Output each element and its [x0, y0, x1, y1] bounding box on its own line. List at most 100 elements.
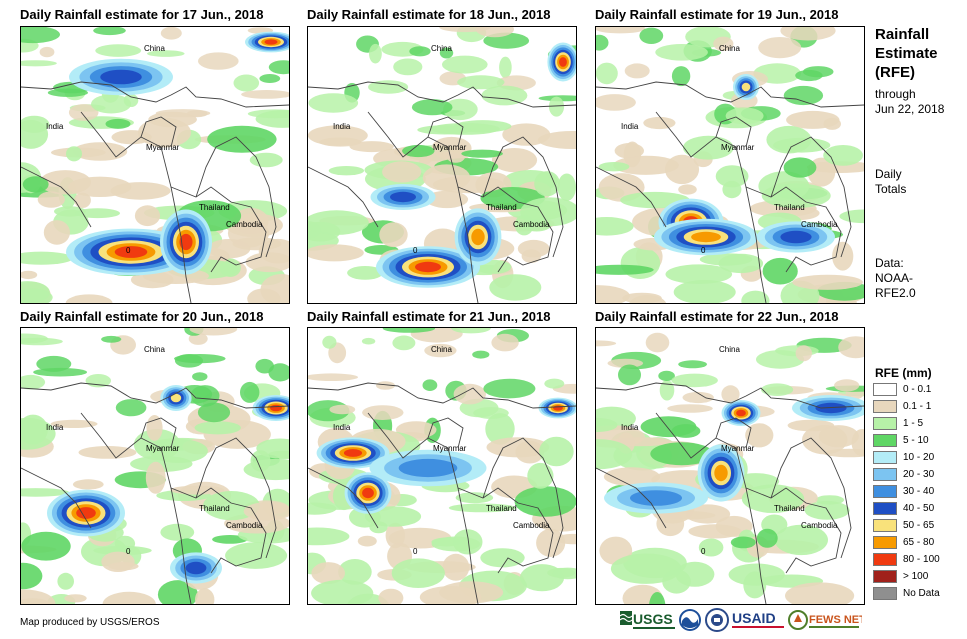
rain-patch: [745, 423, 774, 448]
legend-item: 0.1 - 1: [873, 400, 963, 414]
rain-patch: [240, 381, 260, 403]
rain-patch: [785, 582, 855, 604]
rain-patch: [650, 442, 714, 466]
rainfall-map: China India Myanmar Thailand Cambodia 0: [308, 328, 576, 604]
rain-patch: [155, 109, 211, 118]
legend-item: 20 - 30: [873, 468, 963, 482]
country-boundary: [308, 166, 379, 228]
rain-patch: [192, 372, 208, 381]
rain-core: [114, 246, 148, 258]
through-date: Jun 22, 2018: [875, 102, 945, 116]
rain-patch: [741, 484, 805, 513]
legend-label: 20 - 30: [903, 469, 935, 480]
legend-item: 40 - 50: [873, 502, 963, 516]
rain-patch: [419, 586, 482, 604]
totals-line: Totals: [875, 182, 907, 196]
rain-patch: [485, 413, 515, 445]
usaid-logo-text: USAID: [732, 610, 776, 626]
rain-patch: [194, 421, 241, 435]
rainfall-map: China India Myanmar Thailand Cambodia 0: [21, 27, 289, 303]
rain-patch: [596, 285, 630, 303]
map-label-cambodia: Cambodia: [801, 220, 838, 229]
rain-patch: [174, 354, 204, 368]
rain-patch: [207, 239, 251, 259]
rain-patch: [43, 220, 70, 245]
rain-patch: [839, 209, 864, 224]
rain-patch: [431, 536, 481, 552]
rain-patch: [818, 425, 859, 448]
map-label-zero: 0: [701, 246, 706, 255]
rain-patch: [102, 591, 156, 604]
rain-patch: [195, 588, 215, 604]
legend-label: 5 - 10: [903, 435, 929, 446]
legend-item: 5 - 10: [873, 434, 963, 448]
rain-patch: [448, 503, 516, 513]
data-source-line: RFE2.0: [875, 286, 916, 300]
legend-swatch: [873, 434, 897, 447]
rain-patch: [391, 558, 445, 588]
rain-patch: [21, 288, 53, 303]
rain-patch: [308, 373, 358, 381]
rain-patch: [766, 125, 812, 154]
rain-patch: [362, 405, 404, 420]
rain-patch: [74, 192, 91, 208]
country-boundary: [21, 382, 289, 409]
rain-patch: [72, 479, 104, 490]
rain-patch: [411, 99, 453, 116]
rain-patch: [629, 295, 667, 303]
rain-core: [780, 230, 812, 244]
rainfall-map-panel: China India Myanmar Thailand Cambodia 0: [595, 26, 865, 304]
rain-patch: [21, 270, 38, 280]
rain-core: [76, 507, 96, 519]
country-boundary: [308, 382, 576, 409]
rain-patch: [557, 173, 576, 202]
rain-patch: [657, 511, 716, 520]
rain-patch: [105, 118, 131, 129]
rain-patch: [596, 340, 617, 347]
rain-patch: [189, 328, 238, 336]
rain-patch: [453, 383, 486, 405]
country-boundary: [457, 186, 554, 273]
panel-title: Daily Rainfall estimate for 21 Jun., 201…: [307, 309, 551, 324]
legend-label: 10 - 20: [903, 452, 935, 463]
panel-title: Daily Rainfall estimate for 17 Jun., 201…: [20, 7, 264, 22]
map-label-india: India: [621, 423, 639, 432]
rain-patch: [36, 355, 72, 372]
usaid-seal-logo: [705, 608, 729, 632]
rain-patch: [618, 364, 641, 386]
rain-patch: [603, 467, 661, 487]
rain-patch: [308, 93, 359, 113]
rain-patch: [311, 562, 345, 585]
rain-patch: [160, 523, 195, 541]
rainfall-map-panel: China India Myanmar Thailand Cambodia 0: [20, 26, 290, 304]
rain-patch: [21, 488, 70, 497]
rain-patch: [713, 36, 734, 51]
rain-patch: [721, 385, 740, 404]
rain-patch: [499, 56, 512, 79]
map-label-india: India: [333, 122, 351, 131]
rain-patch: [662, 569, 691, 594]
rain-patch: [596, 27, 646, 34]
rain-patch: [671, 373, 718, 388]
rain-patch: [64, 594, 87, 603]
country-boundary: [596, 81, 864, 108]
rain-patch: [795, 69, 823, 82]
rain-patch: [250, 450, 271, 472]
rain-patch: [328, 166, 365, 176]
rain-patch: [655, 44, 708, 61]
map-label-zero: 0: [701, 547, 706, 556]
rain-patch: [368, 80, 409, 94]
rain-patch: [730, 536, 756, 549]
rain-patch: [741, 290, 770, 303]
fewsnet-logo: FEWS NET: [788, 608, 866, 632]
rain-patch: [758, 171, 810, 201]
rain-patch: [667, 404, 713, 413]
rain-patch: [548, 96, 565, 117]
rain-patch: [761, 383, 794, 396]
rain-core: [691, 231, 721, 243]
rain-patch: [22, 176, 49, 193]
rain-patch: [329, 404, 356, 415]
product-heading-line: Rainfall: [875, 26, 930, 43]
rain-patch: [357, 535, 377, 547]
country-boundary: [745, 487, 842, 574]
